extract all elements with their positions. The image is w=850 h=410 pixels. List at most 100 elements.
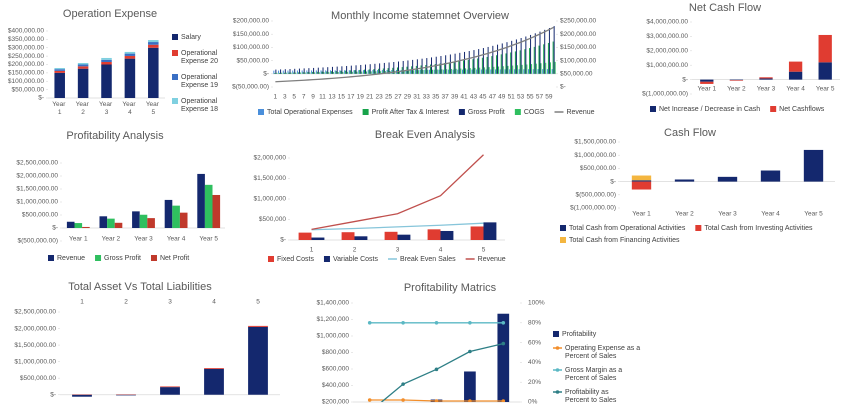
y-tick-label: 20% (528, 379, 541, 386)
x-tick-label: 43 (470, 94, 478, 101)
legend-label: Operational Expense 19 (181, 74, 219, 89)
x-tick-label: 2 (124, 299, 128, 306)
bar (458, 61, 460, 74)
y-tick-label: $250,000.00 (8, 53, 45, 60)
y-tick-label: $(50,000.00) (232, 84, 269, 91)
x-tick-label: Year 4 (761, 211, 780, 218)
bar (425, 65, 427, 74)
bar (400, 69, 402, 74)
x-tick-label: Year 5 (816, 86, 835, 93)
bar (464, 51, 466, 74)
line-marker (401, 382, 405, 386)
legend-label: Total Cash from Financing Activities (569, 237, 680, 244)
bar (318, 72, 320, 74)
x-tick-label: 7 (302, 94, 306, 101)
x-tick-label: 3 (168, 299, 172, 306)
y-tick-label: $- (560, 84, 566, 91)
bar (82, 226, 90, 228)
y-tick-label: $150,000.00 (233, 31, 270, 38)
bar (417, 70, 419, 74)
bar (124, 51, 136, 54)
bar (439, 63, 441, 74)
y-tick-label: $2,500,000.00 (16, 160, 58, 167)
x-tick-label: 21 (366, 94, 374, 101)
y-tick-label: $1,500,000.00 (16, 186, 58, 193)
bar (132, 211, 140, 228)
bar (496, 55, 498, 74)
bar (397, 61, 399, 74)
y-tick-label: $2,000,000 (253, 155, 286, 162)
legend-swatch (172, 98, 178, 104)
bar (304, 72, 306, 74)
bar (524, 49, 526, 74)
line-marker (468, 399, 472, 402)
bar (416, 59, 418, 74)
legend-label: Total Operational Expenses (267, 109, 353, 116)
legend-label: Variable Costs (333, 256, 379, 263)
bar (507, 65, 509, 74)
bar (500, 54, 502, 74)
chart-title: Operation Expense (63, 8, 157, 20)
bar (464, 371, 476, 402)
line-marker (401, 398, 405, 402)
bar (299, 72, 301, 74)
bar (367, 70, 369, 74)
legend-label: Profit After Tax & Interest (372, 109, 449, 116)
y-tick-label: $400,000 (322, 382, 349, 389)
y-tick-label: $100,000.00 (233, 44, 270, 51)
bar (529, 48, 531, 74)
bar (356, 71, 358, 74)
y-tick-label: $1,000,000.00 (16, 199, 58, 206)
bar (301, 70, 303, 74)
bar (531, 64, 533, 74)
bar (54, 68, 65, 70)
x-tick-label: 37 (442, 94, 450, 101)
bar (519, 50, 521, 74)
bar (674, 179, 695, 182)
bar (455, 68, 457, 74)
bar (759, 78, 773, 80)
bar (490, 69, 492, 74)
legend-swatch-marker (555, 390, 560, 394)
bar (488, 67, 490, 74)
y-tick-label: $1,400,000 (316, 300, 349, 307)
bar (323, 72, 325, 74)
bar (483, 222, 497, 240)
chart: Monthly Income statemnet Overview $200,00… (232, 10, 596, 116)
x-tick-label: 59 (545, 94, 553, 101)
bar (354, 236, 368, 240)
bar (346, 65, 348, 74)
bar (514, 51, 516, 74)
bar (403, 70, 405, 74)
bar (364, 402, 376, 410)
plot-area (273, 26, 556, 83)
bar (447, 69, 449, 74)
bar (281, 72, 283, 74)
x-tick-label: 27 (394, 94, 402, 101)
bar (483, 67, 485, 74)
y-tick-label: $350,000.00 (8, 36, 45, 43)
legend-swatch (650, 106, 656, 112)
bar (479, 67, 481, 74)
bar (331, 66, 333, 74)
legend-label: Fixed Costs (277, 256, 314, 263)
y-tick-label: $300,000.00 (8, 44, 45, 51)
y-tick-label: $500,000.00 (22, 212, 59, 219)
bar (760, 170, 781, 182)
bar (533, 46, 535, 74)
bar (276, 72, 278, 74)
plot-area (700, 34, 832, 84)
y-tick-label: $50,000.00 (560, 71, 593, 78)
y-tick-label: $500,000.00 (580, 165, 617, 172)
bar (535, 63, 537, 74)
bar (430, 64, 432, 74)
x-tick-label: 11 (319, 94, 326, 101)
bar (311, 237, 325, 240)
bar (179, 212, 188, 228)
bar (101, 59, 112, 62)
bar (513, 69, 515, 74)
legend-swatch (150, 255, 157, 261)
line-marker (434, 367, 439, 372)
bar (548, 27, 550, 74)
